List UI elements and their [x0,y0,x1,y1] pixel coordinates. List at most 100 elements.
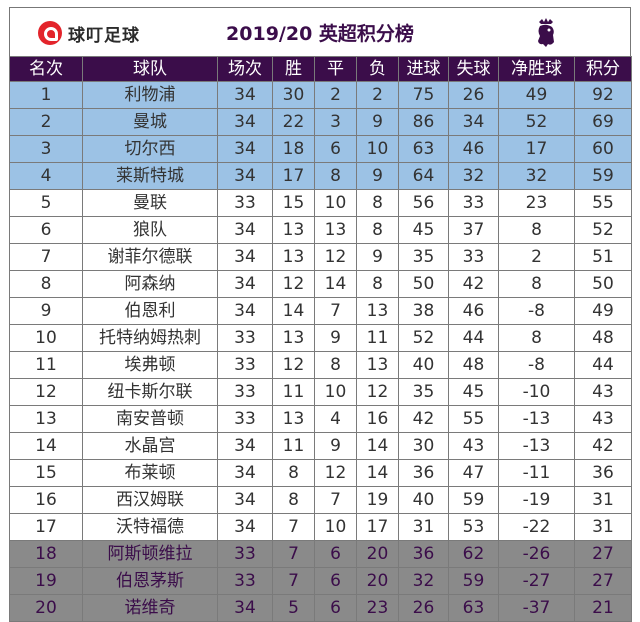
table-row: 20 诺维奇 34 5 6 23 26 63 -37 21 [9,594,632,622]
goal-difference-cell: 2 [498,243,575,271]
team-cell: 纽卡斯尔联 [82,378,218,406]
played-cell: 34 [217,108,273,136]
column-header: 净胜球 [498,56,575,82]
points-cell: 27 [574,567,632,595]
rank-cell: 2 [9,108,83,136]
rank-cell: 13 [9,405,83,433]
goals-for-cell: 26 [398,594,449,622]
standings-table: 名次 球队 场次胜平负进球 失球 净胜球 积分 1 利物浦 34 30 2 2 75 26 49 92 2 曼城… [9,56,632,622]
lost-cell: 16 [356,405,399,433]
goal-difference-cell: 8 [498,270,575,298]
table-row: 8 阿森纳 34 12 14 8 50 42 8 50 [9,270,632,298]
points-cell: 43 [574,405,632,433]
team-cell: 曼联 [82,189,218,217]
drawn-cell: 14 [314,270,357,298]
played-cell: 33 [217,405,273,433]
points-cell: 44 [574,351,632,379]
rank-cell: 6 [9,216,83,244]
lost-cell: 8 [356,216,399,244]
goals-for-cell: 64 [398,162,449,190]
goal-difference-cell: 32 [498,162,575,190]
lost-cell: 9 [356,108,399,136]
points-cell: 21 [574,594,632,622]
team-cell: 阿斯顿维拉 [82,540,218,568]
won-cell: 11 [272,378,315,406]
played-cell: 34 [217,135,273,163]
played-cell: 33 [217,189,273,217]
brand-logo: 球叮足球 [38,20,140,46]
goals-against-cell: 33 [448,189,499,217]
rank-cell: 3 [9,135,83,163]
lost-cell: 2 [356,81,399,109]
drawn-cell: 6 [314,135,357,163]
table-row: 5 曼联 33 15 10 8 56 33 23 55 [9,189,632,217]
goal-difference-cell: 23 [498,189,575,217]
won-cell: 8 [272,459,315,487]
lost-cell: 10 [356,135,399,163]
lost-cell: 19 [356,486,399,514]
drawn-cell: 9 [314,432,357,460]
played-cell: 34 [217,216,273,244]
won-cell: 14 [272,297,315,325]
lost-cell: 9 [356,162,399,190]
won-cell: 22 [272,108,315,136]
won-cell: 17 [272,162,315,190]
team-cell: 埃弗顿 [82,351,218,379]
team-cell: 利物浦 [82,81,218,109]
won-cell: 12 [272,270,315,298]
drawn-cell: 12 [314,243,357,271]
drawn-cell: 10 [314,378,357,406]
played-cell: 34 [217,81,273,109]
won-cell: 8 [272,486,315,514]
goals-against-cell: 37 [448,216,499,244]
drawn-cell: 8 [314,351,357,379]
won-cell: 13 [272,216,315,244]
goals-for-cell: 35 [398,378,449,406]
points-cell: 52 [574,216,632,244]
table-header-row: 名次 球队 场次胜平负进球 失球 净胜球 积分 [9,56,632,82]
table-row: 12 纽卡斯尔联 33 11 10 12 35 45 -10 43 [9,378,632,406]
drawn-cell: 10 [314,513,357,541]
goals-against-cell: 55 [448,405,499,433]
won-cell: 18 [272,135,315,163]
lost-cell: 20 [356,567,399,595]
goal-difference-cell: -27 [498,567,575,595]
lost-cell: 17 [356,513,399,541]
goals-for-cell: 52 [398,324,449,352]
points-cell: 60 [574,135,632,163]
points-cell: 36 [574,459,632,487]
drawn-cell: 12 [314,459,357,487]
goals-against-cell: 26 [448,81,499,109]
goals-for-cell: 40 [398,486,449,514]
played-cell: 33 [217,324,273,352]
played-cell: 34 [217,297,273,325]
goals-against-cell: 63 [448,594,499,622]
won-cell: 7 [272,540,315,568]
points-cell: 31 [574,486,632,514]
drawn-cell: 6 [314,594,357,622]
played-cell: 33 [217,567,273,595]
lost-cell: 8 [356,189,399,217]
goals-for-cell: 38 [398,297,449,325]
won-cell: 13 [272,243,315,271]
column-header: 名次 [9,56,83,82]
team-cell: 曼城 [82,108,218,136]
lost-cell: 13 [356,297,399,325]
won-cell: 13 [272,324,315,352]
premier-league-lion-icon [538,18,554,47]
won-cell: 5 [272,594,315,622]
points-cell: 42 [574,432,632,460]
played-cell: 34 [217,270,273,298]
table-row: 15 布莱顿 34 8 12 14 36 47 -11 36 [9,459,632,487]
table-row: 19 伯恩茅斯 33 7 6 20 32 59 -27 27 [9,567,632,595]
drawn-cell: 4 [314,405,357,433]
column-header: 失球 [448,56,499,82]
table-row: 14 水晶宫 34 11 9 14 30 43 -13 42 [9,432,632,460]
goal-difference-cell: -26 [498,540,575,568]
won-cell: 11 [272,432,315,460]
page-title: 2019/20 英超积分榜 [226,23,414,45]
goals-against-cell: 59 [448,486,499,514]
goals-against-cell: 45 [448,378,499,406]
lost-cell: 12 [356,378,399,406]
